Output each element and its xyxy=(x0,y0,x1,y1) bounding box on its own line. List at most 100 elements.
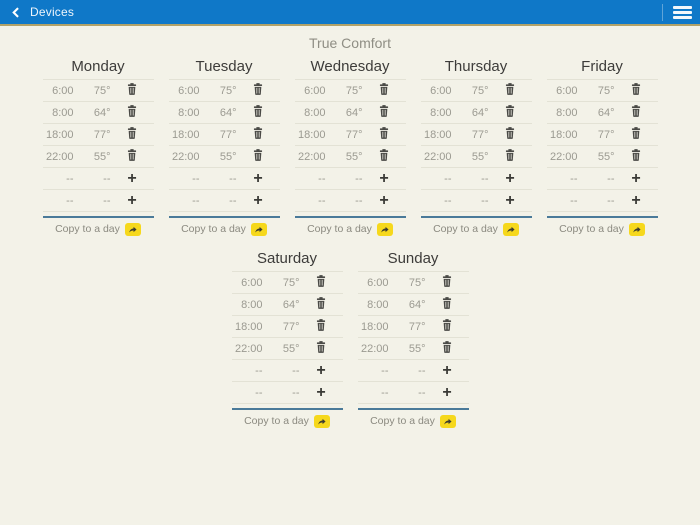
entry-temp[interactable]: 64° xyxy=(471,106,489,119)
delete-entry-button[interactable] xyxy=(631,149,641,164)
delete-entry-button[interactable] xyxy=(127,127,137,142)
delete-entry-button[interactable] xyxy=(253,83,263,98)
copy-day-button[interactable] xyxy=(250,222,267,236)
entry-temp[interactable]: 77° xyxy=(597,128,615,141)
copy-day-button[interactable] xyxy=(313,414,330,428)
add-entry-button[interactable]: + xyxy=(505,192,514,208)
entry-temp[interactable]: 75° xyxy=(219,84,237,97)
entry-temp[interactable]: 55° xyxy=(345,150,363,163)
add-entry-button[interactable]: + xyxy=(127,170,136,186)
copy-day-button[interactable] xyxy=(628,222,645,236)
add-entry-button[interactable]: + xyxy=(253,192,262,208)
entry-time[interactable]: 8:00 xyxy=(178,106,200,119)
entry-time[interactable]: 6:00 xyxy=(556,84,578,97)
entry-temp[interactable]: 77° xyxy=(282,320,300,333)
delete-entry-button[interactable] xyxy=(127,83,137,98)
entry-time[interactable]: 18:00 xyxy=(45,128,74,141)
entry-temp[interactable]: 75° xyxy=(282,276,300,289)
entry-temp[interactable]: 75° xyxy=(597,84,615,97)
add-entry-button[interactable]: + xyxy=(442,384,451,400)
entry-temp[interactable]: 75° xyxy=(471,84,489,97)
copy-day-button[interactable] xyxy=(439,414,456,428)
entry-temp[interactable]: 55° xyxy=(597,150,615,163)
entry-temp[interactable]: 55° xyxy=(219,150,237,163)
entry-time[interactable]: 22:00 xyxy=(234,342,263,355)
entry-time[interactable]: 8:00 xyxy=(304,106,326,119)
delete-entry-button[interactable] xyxy=(379,83,389,98)
delete-entry-button[interactable] xyxy=(631,83,641,98)
entry-time[interactable]: 8:00 xyxy=(556,106,578,119)
entry-time[interactable]: 18:00 xyxy=(234,320,263,333)
menu-button[interactable] xyxy=(663,5,700,19)
entry-time[interactable]: 22:00 xyxy=(360,342,389,355)
entry-temp[interactable]: 55° xyxy=(282,342,300,355)
entry-time[interactable]: 8:00 xyxy=(52,106,74,119)
delete-entry-button[interactable] xyxy=(253,149,263,164)
entry-time[interactable]: 22:00 xyxy=(297,150,326,163)
entry-temp[interactable]: 75° xyxy=(345,84,363,97)
entry-temp[interactable]: 55° xyxy=(93,150,111,163)
entry-time[interactable]: 22:00 xyxy=(549,150,578,163)
delete-entry-button[interactable] xyxy=(253,105,263,120)
delete-entry-button[interactable] xyxy=(316,275,326,290)
entry-time[interactable]: 8:00 xyxy=(241,298,263,311)
add-entry-button[interactable]: + xyxy=(631,192,640,208)
delete-entry-button[interactable] xyxy=(505,127,515,142)
entry-temp[interactable]: 77° xyxy=(93,128,111,141)
entry-time[interactable]: 18:00 xyxy=(423,128,452,141)
entry-time[interactable]: 6:00 xyxy=(241,276,263,289)
entry-time[interactable]: 8:00 xyxy=(367,298,389,311)
delete-entry-button[interactable] xyxy=(379,127,389,142)
entry-temp[interactable]: 55° xyxy=(408,342,426,355)
delete-entry-button[interactable] xyxy=(127,149,137,164)
entry-time[interactable]: 6:00 xyxy=(367,276,389,289)
entry-temp[interactable]: 77° xyxy=(408,320,426,333)
entry-temp[interactable]: 77° xyxy=(345,128,363,141)
entry-temp[interactable]: 64° xyxy=(408,298,426,311)
entry-time[interactable]: 6:00 xyxy=(430,84,452,97)
add-entry-button[interactable]: + xyxy=(379,192,388,208)
entry-time[interactable]: 18:00 xyxy=(297,128,326,141)
delete-entry-button[interactable] xyxy=(442,341,452,356)
entry-temp[interactable]: 64° xyxy=(345,106,363,119)
entry-time[interactable]: 18:00 xyxy=(171,128,200,141)
delete-entry-button[interactable] xyxy=(442,297,452,312)
entry-temp[interactable]: 64° xyxy=(282,298,300,311)
entry-time[interactable]: 18:00 xyxy=(360,320,389,333)
delete-entry-button[interactable] xyxy=(631,105,641,120)
entry-time[interactable]: 8:00 xyxy=(430,106,452,119)
add-entry-button[interactable]: + xyxy=(316,362,325,378)
entry-time[interactable]: 6:00 xyxy=(304,84,326,97)
entry-temp[interactable]: 77° xyxy=(219,128,237,141)
delete-entry-button[interactable] xyxy=(379,149,389,164)
entry-time[interactable]: 22:00 xyxy=(45,150,74,163)
copy-day-button[interactable] xyxy=(502,222,519,236)
copy-day-button[interactable] xyxy=(376,222,393,236)
entry-time[interactable]: 18:00 xyxy=(549,128,578,141)
delete-entry-button[interactable] xyxy=(316,341,326,356)
delete-entry-button[interactable] xyxy=(127,105,137,120)
add-entry-button[interactable]: + xyxy=(631,170,640,186)
back-button[interactable]: Devices xyxy=(0,0,74,24)
entry-temp[interactable]: 64° xyxy=(219,106,237,119)
entry-time[interactable]: 22:00 xyxy=(423,150,452,163)
entry-temp[interactable]: 75° xyxy=(93,84,111,97)
entry-temp[interactable]: 64° xyxy=(93,106,111,119)
entry-time[interactable]: 22:00 xyxy=(171,150,200,163)
delete-entry-button[interactable] xyxy=(379,105,389,120)
add-entry-button[interactable]: + xyxy=(253,170,262,186)
entry-temp[interactable]: 77° xyxy=(471,128,489,141)
delete-entry-button[interactable] xyxy=(505,105,515,120)
entry-temp[interactable]: 55° xyxy=(471,150,489,163)
add-entry-button[interactable]: + xyxy=(127,192,136,208)
delete-entry-button[interactable] xyxy=(631,127,641,142)
delete-entry-button[interactable] xyxy=(505,149,515,164)
entry-temp[interactable]: 75° xyxy=(408,276,426,289)
delete-entry-button[interactable] xyxy=(316,319,326,334)
delete-entry-button[interactable] xyxy=(442,275,452,290)
entry-time[interactable]: 6:00 xyxy=(178,84,200,97)
add-entry-button[interactable]: + xyxy=(505,170,514,186)
add-entry-button[interactable]: + xyxy=(316,384,325,400)
add-entry-button[interactable]: + xyxy=(442,362,451,378)
delete-entry-button[interactable] xyxy=(442,319,452,334)
